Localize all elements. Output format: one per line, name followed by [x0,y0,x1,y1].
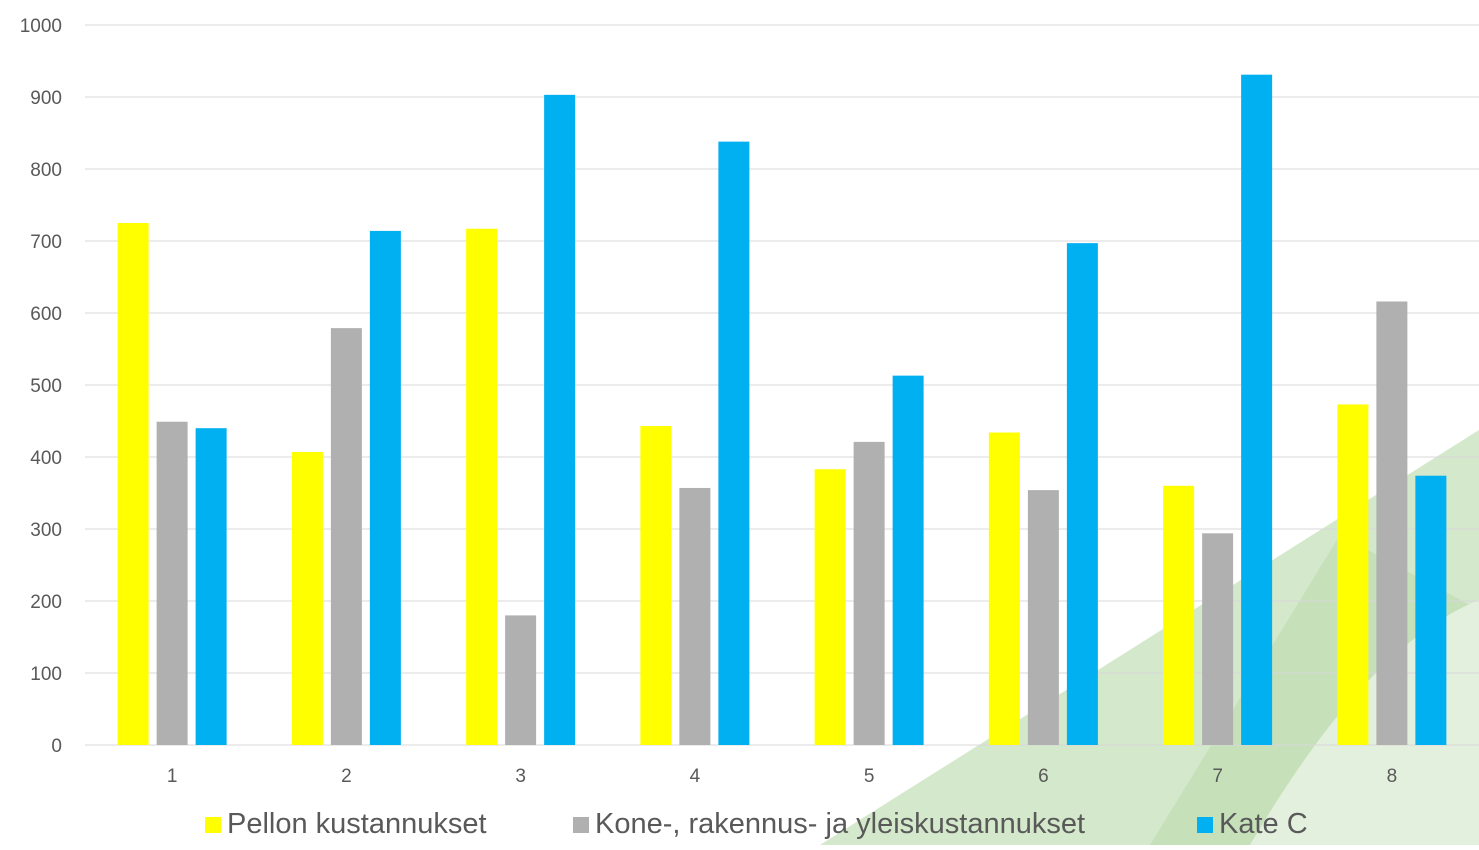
y-axis-tick-labels: 0 100 200 300 400 500 600 700 800 900 1000 [20,16,62,757]
bar [988,432,1020,745]
x-tick-label: 4 [690,766,701,787]
y-tick-label: 200 [30,592,62,613]
legend-swatch [205,817,221,833]
x-tick-label: 8 [1387,766,1398,787]
y-tick-label: 400 [30,448,62,469]
legend-label: Kate C [1219,808,1308,840]
y-tick-label: 700 [30,232,62,253]
legend-item: Kone-, rakennus- ja yleiskustannukset [573,808,1085,840]
bar [1337,404,1369,745]
bar [505,615,537,745]
x-tick-label: 5 [864,766,875,787]
x-axis-tick-labels: 1 2 3 4 5 6 7 8 [167,766,1397,787]
legend-label: Pellon kustannukset [227,808,487,840]
bar [466,228,498,745]
bar [1202,533,1234,745]
bar [330,328,362,745]
x-tick-label: 2 [341,766,352,787]
x-tick-label: 7 [1212,766,1223,787]
bar [1241,74,1273,746]
y-tick-label: 800 [30,160,62,181]
bar [1415,475,1447,745]
y-tick-label: 600 [30,304,62,325]
legend: Pellon kustannukset Kone-, rakennus- ja y… [205,808,1308,840]
legend-item: Kate C [1197,808,1308,840]
bar [291,451,323,745]
y-tick-label: 100 [30,664,62,685]
y-tick-label: 1000 [20,16,62,37]
bar [1027,490,1059,745]
legend-swatch [1197,817,1213,833]
bars [117,74,1447,746]
bar [1163,485,1195,745]
y-tick-label: 300 [30,520,62,541]
bar [1376,301,1408,745]
x-tick-label: 1 [167,766,178,787]
legend-item: Pellon kustannukset [205,808,487,840]
y-tick-label: 900 [30,88,62,109]
bar [640,426,672,745]
bar [1066,243,1098,745]
bar [369,230,401,746]
y-tick-label: 0 [51,736,62,757]
legend-swatch [573,817,589,833]
bar [544,94,576,746]
legend-label: Kone-, rakennus- ja yleiskustannukset [595,808,1085,840]
x-tick-label: 6 [1038,766,1049,787]
bar [892,375,924,745]
bar [853,441,885,745]
x-tick-label: 3 [515,766,526,787]
bar [814,469,846,745]
bar [195,428,227,745]
bar [718,141,750,745]
bar [117,223,149,745]
bar [156,421,188,745]
bar [679,487,711,745]
y-tick-label: 500 [30,376,62,397]
